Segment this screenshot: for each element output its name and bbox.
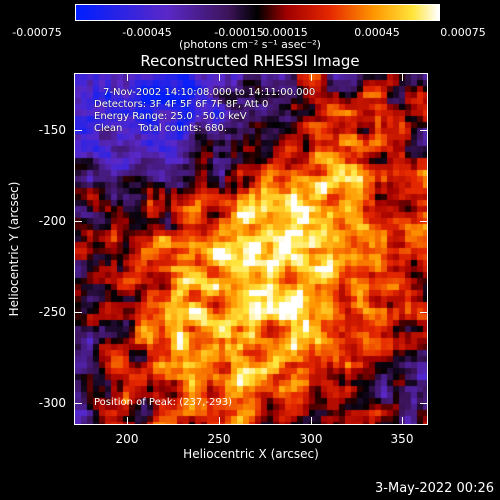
x-tickmark-top [127, 73, 128, 81]
x-tickmark [311, 417, 312, 425]
x-tick-label: 300 [299, 432, 323, 446]
colorbar-tick-6: 0.00075 [440, 26, 486, 39]
colorbar-tick-2: -0.00045 [122, 26, 172, 39]
x-tick-label: 250 [207, 432, 231, 446]
x-tickmark-top [219, 73, 220, 81]
y-tick-label: -200 [38, 214, 66, 228]
y-tickmark [74, 130, 82, 131]
colorbar-tick-5: 0.00045 [354, 26, 400, 39]
colorbar-gradient [76, 5, 439, 20]
x-axis-label: Heliocentric X (arcsec) [183, 447, 319, 461]
x-tickmark-top [311, 73, 312, 81]
x-tickmark [219, 417, 220, 425]
y-tickmark-right [420, 130, 428, 131]
colorbar [75, 4, 440, 21]
y-tickmark [74, 221, 82, 222]
chart-title: Reconstructed RHESSI Image [140, 52, 360, 70]
x-tick-label: 350 [390, 432, 414, 446]
x-tick-label: 200 [115, 432, 139, 446]
x-tickmark [402, 417, 403, 425]
y-tickmark-right [420, 312, 428, 313]
info-detectors: Detectors: 3F 4F 5F 6F 7F 8F, Att 0 [94, 99, 269, 110]
colorbar-tick-3: -0.00015 [214, 26, 264, 39]
y-axis-label: Heliocentric Y (arcsec) [7, 181, 21, 317]
info-clean-counts: Clean Total counts: 680. [94, 123, 228, 134]
colorbar-units-label: (photons cm⁻² s⁻¹ asec⁻²) [179, 38, 321, 51]
y-tickmark [74, 403, 82, 404]
peak-position-label: Position of Peak: (237,-293) [94, 397, 232, 408]
plot-area: 7-Nov-2002 14:10:08.000 to 14:11:00.000 … [74, 73, 428, 425]
x-tickmark [127, 417, 128, 425]
y-tickmark-right [420, 221, 428, 222]
y-tickmark-right [420, 403, 428, 404]
colorbar-tick-4: 0.00015 [262, 26, 308, 39]
info-time-range: 7-Nov-2002 14:10:08.000 to 14:11:00.000 [103, 87, 316, 98]
y-tickmark [74, 312, 82, 313]
y-tick-label: -250 [38, 305, 66, 319]
x-tickmark-top [402, 73, 403, 81]
info-energy-range: Energy Range: 25.0 - 50.0 keV [94, 111, 247, 122]
colorbar-tick-1: -0.00075 [12, 26, 62, 39]
y-tick-label: -150 [38, 123, 66, 137]
y-tick-label: -300 [38, 396, 66, 410]
timestamp: 3-May-2022 00:26 [375, 481, 494, 496]
heatmap-image [75, 74, 427, 424]
